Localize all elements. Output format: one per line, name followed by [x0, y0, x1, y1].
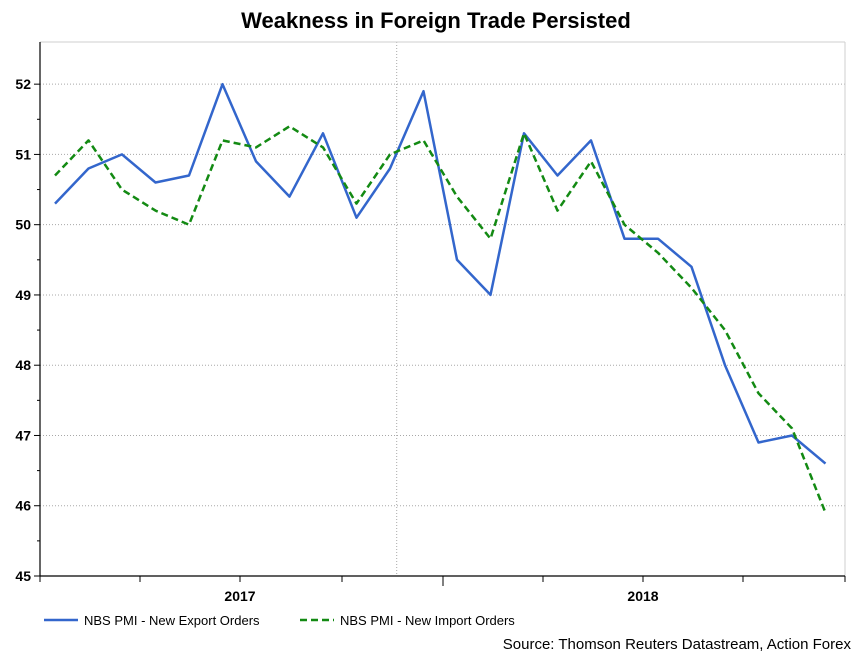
axes	[34, 41, 846, 586]
series-line-export-orders	[54, 82, 827, 465]
y-tick-label: 50	[15, 217, 31, 233]
series-group	[54, 82, 827, 514]
legend-label-export: NBS PMI - New Export Orders	[84, 613, 260, 628]
grid	[40, 42, 845, 576]
y-tick-label: 45	[15, 568, 31, 584]
y-tick-label: 47	[15, 427, 31, 443]
legend: NBS PMI - New Export Orders NBS PMI - Ne…	[44, 613, 515, 628]
y-tick-label: 49	[15, 287, 31, 303]
y-tick-label: 48	[15, 357, 31, 373]
legend-label-import: NBS PMI - New Import Orders	[340, 613, 515, 628]
y-tick-labels: 45 46 47 48 49 50 51 52	[15, 76, 31, 584]
y-tick-label: 52	[15, 76, 31, 92]
x-tick-label: 2017	[224, 588, 255, 604]
y-tick-label: 46	[15, 498, 31, 514]
x-tick-labels: 2017 2018	[224, 588, 658, 604]
y-tick-label: 51	[15, 146, 31, 162]
series-line-import-orders	[54, 125, 827, 514]
chart-title: Weakness in Foreign Trade Persisted	[241, 8, 631, 33]
x-tick-label: 2018	[627, 588, 658, 604]
source-note: Source: Thomson Reuters Datastream, Acti…	[503, 636, 852, 653]
